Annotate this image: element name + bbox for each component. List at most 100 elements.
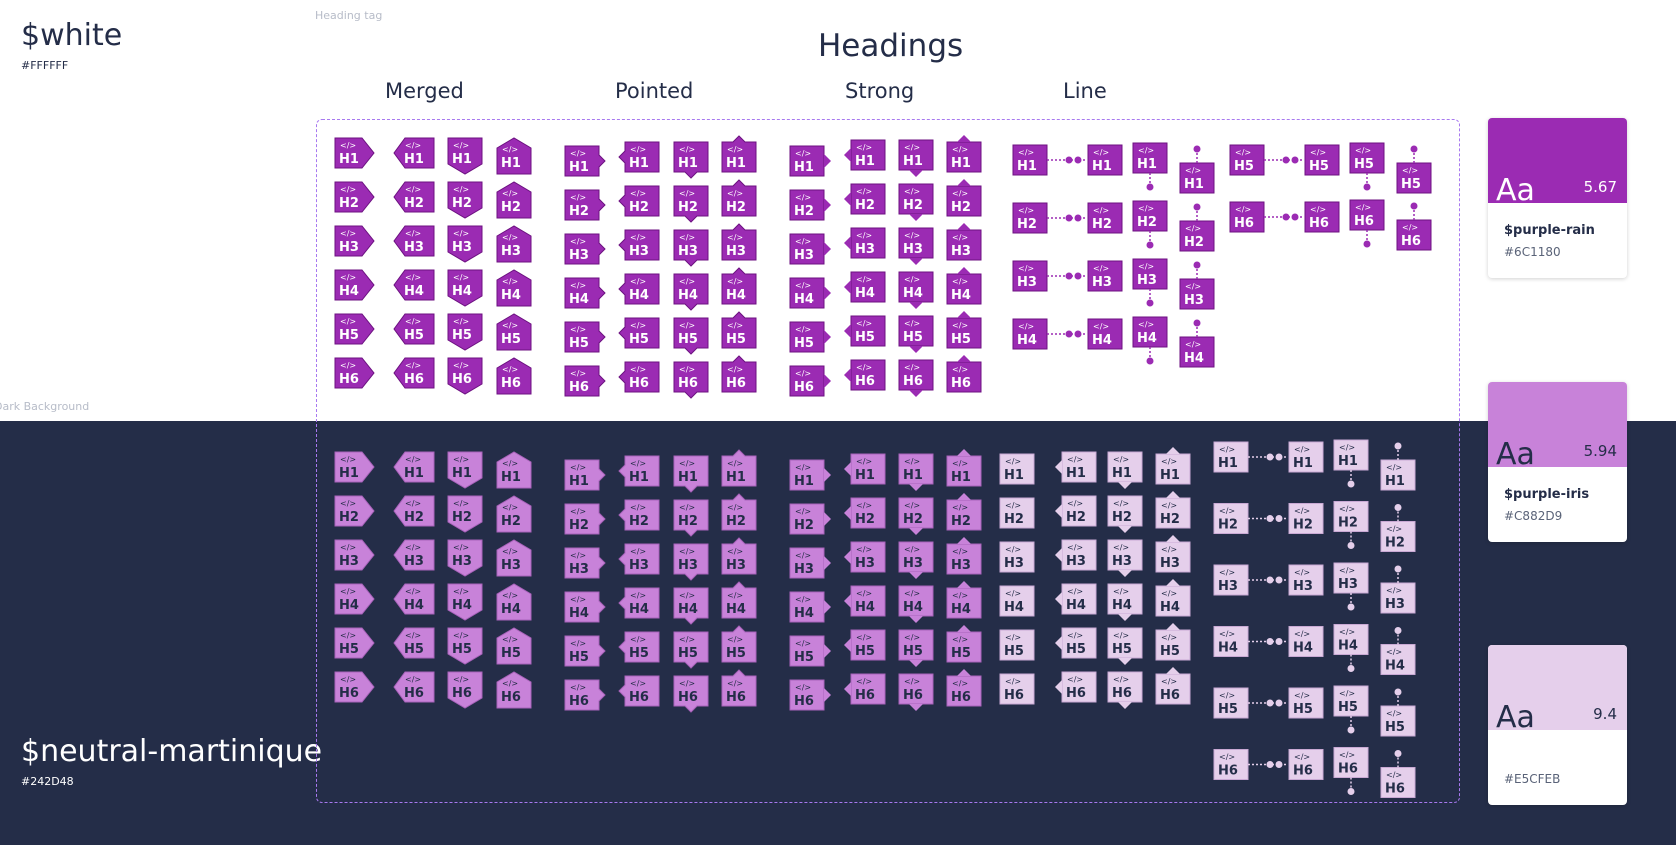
tag-level-text: H6 — [1385, 782, 1405, 797]
line-dot — [1146, 241, 1154, 249]
heading-tag-h2: </> H2 — [999, 497, 1035, 529]
tag-code-text: </> — [570, 463, 586, 472]
heading-tag-h3: </> H3 — [789, 233, 825, 265]
heading-tag-h5: </> H5 — [564, 321, 606, 353]
tag-level-text: H5 — [1354, 157, 1374, 172]
heading-tag-h2: </> H2 — [1380, 521, 1416, 552]
heading-tag-h1: </> H1 — [999, 453, 1035, 485]
strong-pointer — [909, 616, 923, 623]
tag-level-text: H5 — [1401, 177, 1421, 192]
tag-level-text: H1 — [1112, 466, 1132, 481]
tag-level-text: H3 — [1338, 577, 1358, 592]
tag-code-text: </> — [952, 145, 968, 154]
strong-pointer — [844, 462, 851, 476]
tag-level-text: H2 — [1092, 217, 1112, 232]
heading-tag-h3: </> H3 — [618, 543, 660, 575]
strong-pointer — [1055, 636, 1062, 650]
tag-code-text: </> — [727, 321, 743, 330]
tag-level-text: H6 — [569, 380, 589, 395]
heading-tag-h2: </> H2 — [1213, 503, 1249, 534]
tag-level-text: H5 — [951, 332, 971, 347]
tag-level-text: H5 — [1004, 644, 1024, 659]
heading-tag-h2: </> H2 — [1107, 495, 1143, 527]
strong-pointer — [909, 302, 923, 309]
heading-tag-h5: </> H5 — [721, 311, 757, 349]
tag-level-text: H1 — [452, 152, 472, 167]
heading-tag-h6: </> H6 — [789, 679, 825, 711]
tag-level-text: H6 — [678, 376, 698, 391]
line-dot — [1394, 565, 1402, 573]
tag-level-text: H6 — [1401, 234, 1421, 249]
tag-level-text: H1 — [1218, 456, 1238, 471]
tag-code-text: </> — [1386, 463, 1402, 472]
tag-level-text: H2 — [1112, 510, 1132, 525]
tag-code-text: </> — [1005, 589, 1021, 598]
heading-tag-h1: </> H1 — [334, 137, 375, 169]
tag-level-text: H6 — [794, 694, 814, 709]
tag-level-text: H4 — [794, 292, 814, 307]
heading-tag-h5: </> H5 — [1229, 144, 1265, 176]
tag-code-text: </> — [1185, 224, 1201, 233]
heading-tag-h4: </> H4 — [673, 273, 709, 311]
tag-code-text: </> — [1355, 146, 1371, 155]
tag-code-text: </> — [904, 501, 920, 510]
tag-code-text: </> — [340, 587, 356, 596]
tag-level-text: H2 — [951, 200, 971, 215]
heading-tag-h3: </> H3 — [850, 227, 886, 259]
tag-code-text: </> — [570, 369, 586, 378]
tag-level-text: H2 — [569, 518, 589, 533]
strong-pointer — [957, 223, 971, 230]
tag-code-text: </> — [502, 233, 518, 242]
heading-tag-h4: </> H4 — [1213, 626, 1249, 657]
heading-tag-h3: </> H3 — [999, 541, 1035, 573]
tag-code-text: </> — [1161, 501, 1177, 510]
tag-code-text: </> — [405, 587, 421, 596]
tag-code-text: </> — [679, 591, 695, 600]
tag-level-text: H6 — [855, 688, 875, 703]
tag-code-text: </> — [1161, 677, 1177, 686]
strong-pointer — [844, 638, 851, 652]
tag-level-text: H4 — [1385, 659, 1405, 674]
tag-level-text: H5 — [339, 642, 359, 657]
tag-level-text: H4 — [678, 288, 698, 303]
heading-tag-h5: </> H5 — [618, 631, 660, 663]
heading-tag-h2: </> H2 — [1179, 220, 1215, 252]
strong-pointer — [909, 704, 923, 711]
heading-tag-h3: </> H3 — [564, 233, 606, 265]
heading-tag-h3: </> H3 — [393, 539, 435, 571]
heading-tag-h5: </> H5 — [673, 317, 709, 355]
tag-code-text: </> — [679, 503, 695, 512]
heading-tag-h5: </> H5 — [564, 635, 606, 667]
tag-level-text: H2 — [452, 196, 472, 211]
heading-tag-h1: </> H1 — [1333, 439, 1369, 471]
tag-code-text: </> — [630, 145, 646, 154]
light-background-name: $white — [21, 18, 123, 53]
tag-code-text: </> — [502, 321, 518, 330]
heading-tag-h1: </> H1 — [447, 137, 483, 175]
heading-tag-h4: </> H4 — [564, 277, 606, 309]
heading-tag-h1: </> H1 — [898, 453, 934, 485]
tag-code-text: </> — [1185, 282, 1201, 291]
heading-tag-h4: </> H4 — [447, 583, 483, 621]
tag-code-text: </> — [453, 631, 469, 640]
tag-level-text: H5 — [794, 336, 814, 351]
heading-tag-h1: </> H1 — [393, 451, 435, 483]
line-dot — [1410, 202, 1418, 210]
heading-tag-h3: </> H3 — [1333, 562, 1369, 594]
tag-code-text: </> — [405, 631, 421, 640]
tag-code-text: </> — [630, 503, 646, 512]
tag-level-text: H2 — [1385, 536, 1405, 551]
heading-tag-h3: </> H3 — [1288, 564, 1324, 596]
tag-level-text: H6 — [1004, 688, 1024, 703]
tag-code-text: </> — [795, 237, 811, 246]
tag-level-text: H3 — [452, 240, 472, 255]
tag-code-text: </> — [1185, 340, 1201, 349]
line-dot — [1266, 515, 1274, 522]
tag-level-text: H3 — [569, 248, 589, 263]
heading-tag-h5: </> H5 — [1061, 627, 1097, 659]
swatch-hex: #6C1180 — [1504, 245, 1561, 259]
heading-tag-h2: </> H2 — [564, 503, 606, 535]
heading-tag-h5: </> H5 — [850, 629, 886, 661]
strong-pointer — [957, 267, 971, 274]
strong-pointer — [1055, 680, 1062, 694]
